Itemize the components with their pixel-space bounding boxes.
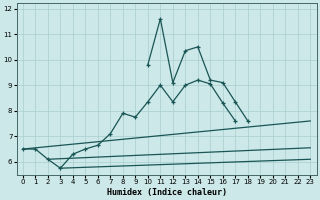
X-axis label: Humidex (Indice chaleur): Humidex (Indice chaleur) bbox=[107, 188, 227, 197]
